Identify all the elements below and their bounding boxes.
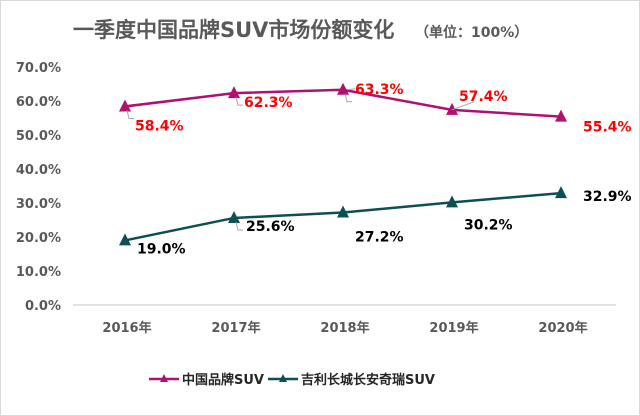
data-label: 25.6%	[246, 219, 295, 235]
data-point-marker	[119, 233, 131, 246]
data-point-marker	[228, 86, 240, 99]
data-label: 58.4%	[135, 118, 184, 134]
y-tick-label: 0.0%	[25, 299, 61, 314]
data-label: 57.4%	[459, 89, 508, 105]
y-tick-label: 60.0%	[16, 95, 61, 110]
legend-marker	[278, 374, 287, 382]
data-point-marker	[446, 195, 458, 208]
legend-label: 中国品牌SUV	[182, 372, 264, 388]
y-tick-label: 20.0%	[16, 231, 61, 246]
data-point-marker	[119, 99, 131, 112]
y-tick-label: 30.0%	[16, 197, 61, 212]
label-leader-line	[235, 221, 243, 231]
label-leader-line	[346, 88, 356, 91]
y-tick-label: 70.0%	[16, 61, 61, 76]
chart-subtitle: （单位：100%）	[415, 24, 528, 41]
data-label: 30.2%	[464, 217, 513, 233]
data-label: 27.2%	[355, 230, 404, 246]
data-point-marker	[555, 186, 567, 199]
data-point-marker	[555, 109, 567, 122]
data-label: 55.4%	[583, 120, 632, 136]
data-point-marker	[446, 102, 458, 115]
data-label: 32.9%	[583, 189, 632, 205]
y-tick-label: 50.0%	[16, 129, 61, 144]
label-leader-line	[451, 101, 475, 111]
data-label: 62.3%	[244, 95, 293, 111]
data-label: 63.3%	[355, 82, 404, 98]
data-point-marker	[228, 210, 240, 223]
data-label: 19.0%	[137, 241, 186, 257]
x-tick-label: 2018年	[320, 320, 369, 336]
chart-title: 一季度中国品牌SUV市场份额变化	[73, 18, 394, 42]
x-tick-label: 2016年	[102, 320, 151, 336]
x-tick-label: 2019年	[429, 320, 478, 336]
y-tick-label: 40.0%	[16, 163, 61, 178]
x-tick-label: 2017年	[211, 320, 260, 336]
data-point-marker	[337, 82, 349, 95]
x-tick-label: 2020年	[538, 320, 587, 336]
y-tick-label: 10.0%	[16, 265, 61, 280]
legend-label: 吉利长城长安奇瑞SUV	[301, 372, 435, 388]
legend-marker	[160, 374, 168, 382]
data-point-marker	[337, 205, 349, 218]
label-leader-line	[126, 110, 134, 119]
label-leader-line	[235, 97, 243, 106]
label-leader-line	[344, 93, 352, 103]
